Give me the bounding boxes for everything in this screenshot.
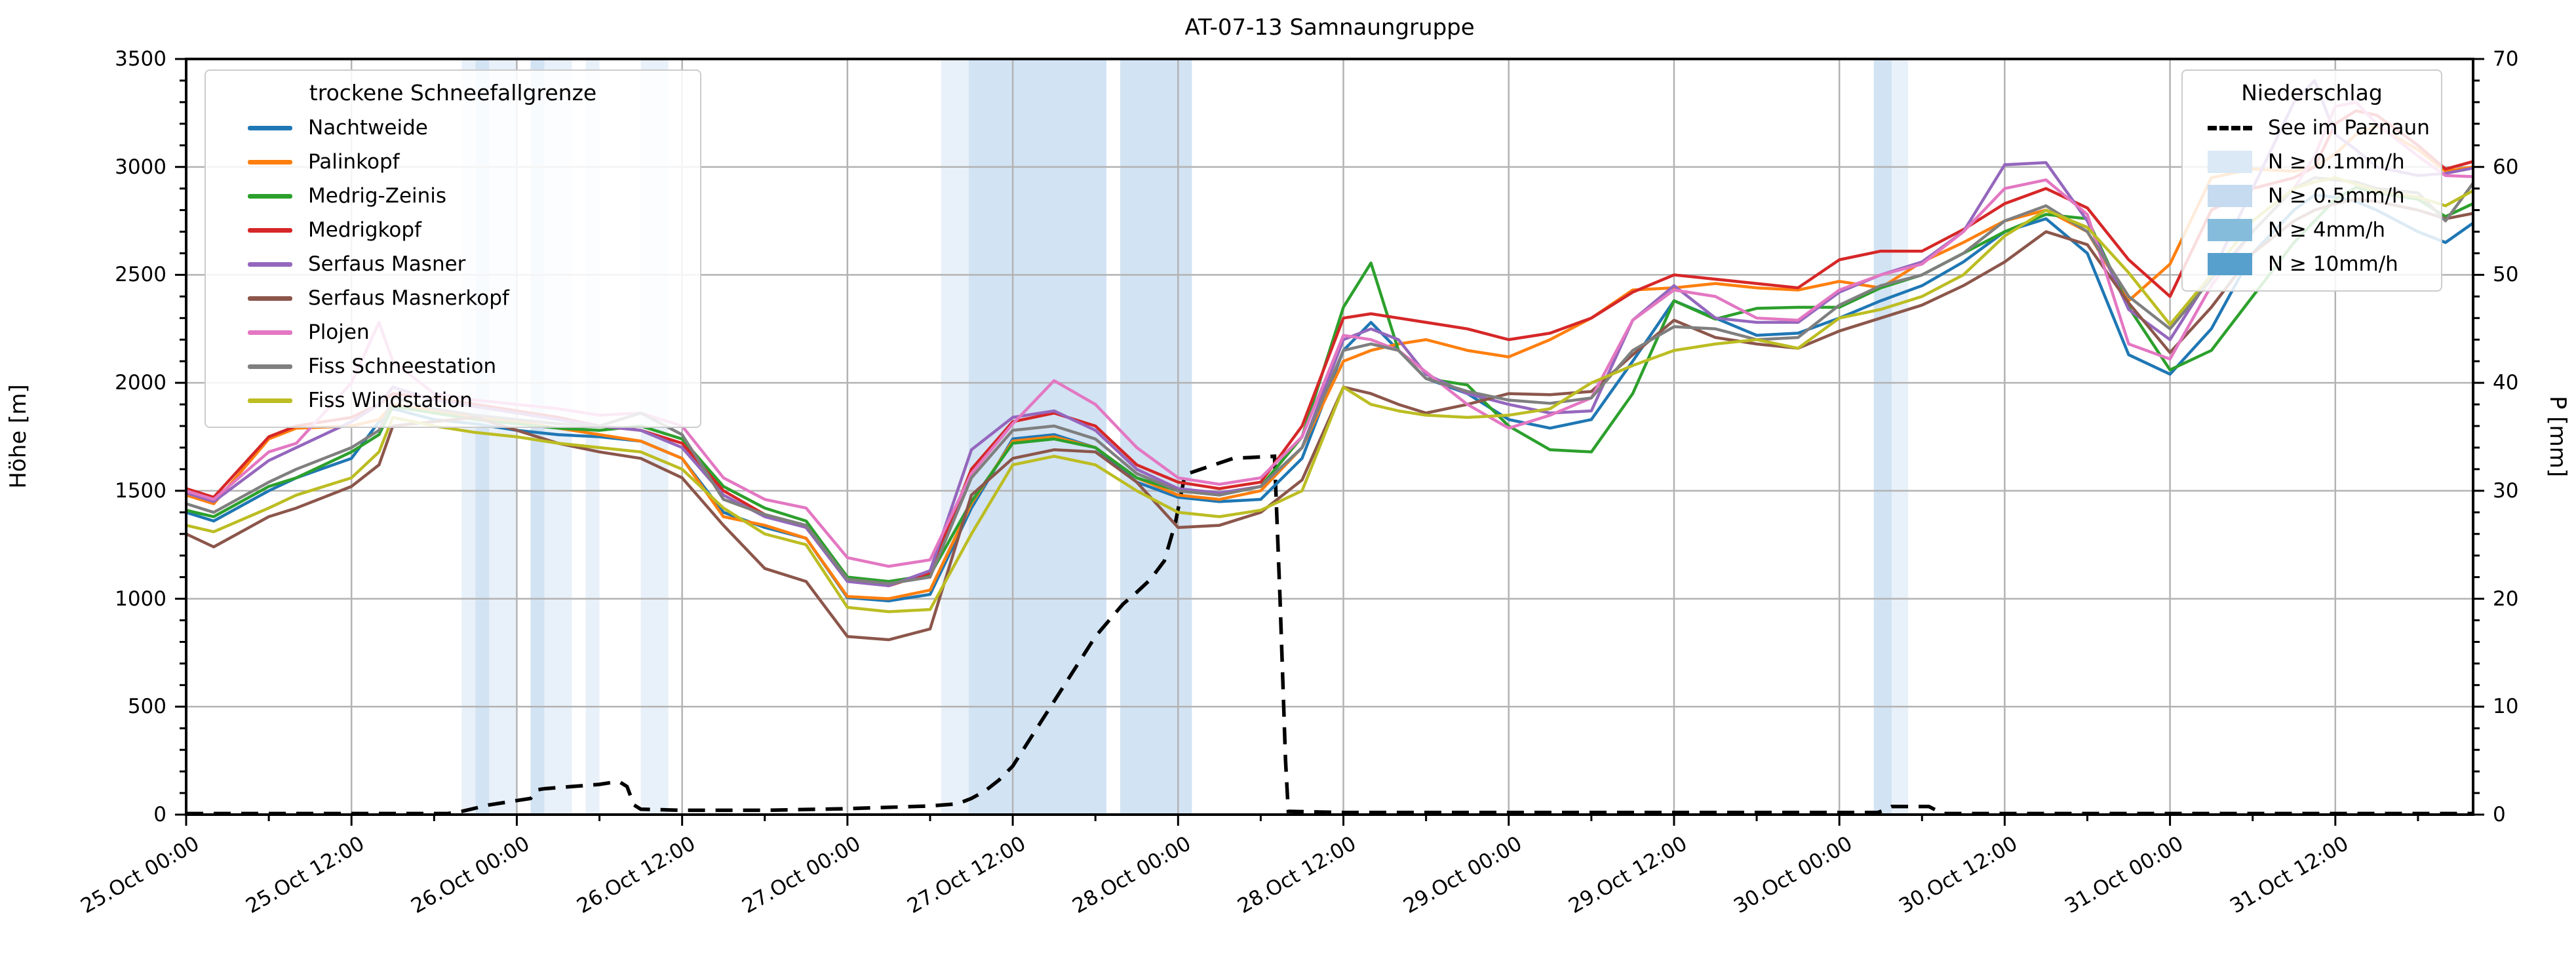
legend-item-serfaus-masnerkopf: Serfaus Masnerkopf	[223, 281, 683, 315]
legend-item-palinkopf: Palinkopf	[223, 145, 683, 179]
legend-item-n01: N ≥ 0.1mm/h	[2200, 145, 2424, 179]
legend-item-label: Nachtweide	[308, 116, 428, 140]
y-left-tick-label: 3500	[115, 47, 166, 71]
line-swatch-icon	[248, 261, 292, 267]
y-right-tick-label: 70	[2493, 47, 2519, 71]
y-left-tick-label: 0	[153, 803, 166, 826]
precip-patch-icon	[2208, 253, 2252, 275]
chart-title: AT-07-13 Samnaungruppe	[1184, 14, 1475, 41]
line-swatch-icon	[248, 364, 292, 369]
legend-item-label: Medrigkopf	[308, 218, 421, 242]
y-right-tick-label: 0	[2493, 803, 2506, 826]
precip-band	[1892, 59, 1909, 815]
legend-item-label: Serfaus Masner	[308, 252, 466, 276]
legend-item-label: Fiss Schneestation	[308, 355, 497, 378]
series-nachtweide	[185, 193, 2474, 603]
legend-snowline-title: trockene Schneefallgrenze	[309, 80, 597, 106]
plot-spines	[185, 58, 2474, 816]
y-left-tick-label: 1000	[115, 587, 166, 611]
precip-band	[1120, 59, 1192, 815]
dashed-line-swatch-icon	[2208, 125, 2252, 130]
legend-item-fiss-windstation: Fiss Windstation	[223, 383, 683, 417]
y-right-tick-label: 30	[2493, 478, 2519, 503]
legend-item-label: Fiss Windstation	[308, 389, 473, 412]
y-right-tick-label: 40	[2493, 371, 2519, 395]
legend-item-label: Plojen	[308, 320, 370, 344]
series-fiss-windstation	[185, 176, 2474, 613]
y-left-tick-label: 2500	[115, 263, 166, 287]
legend-precip: Niederschlag See im Paznaun N ≥ 0.1mm/h …	[2181, 69, 2442, 292]
precip-band	[941, 59, 969, 815]
legend-item-n10: N ≥ 10mm/h	[2200, 247, 2424, 281]
line-swatch-icon	[248, 125, 292, 130]
series-medrig-zeinis	[185, 185, 2474, 583]
line-swatch-icon	[248, 398, 292, 403]
y-right-tick-label: 60	[2493, 155, 2519, 179]
y-left-tick-label: 3000	[115, 155, 166, 179]
line-swatch-icon	[248, 296, 292, 301]
line-swatch-icon	[248, 159, 292, 164]
y-axis-label-right: P [mm]	[2545, 395, 2571, 478]
legend-item-label: N ≥ 0.5mm/h	[2268, 184, 2405, 208]
line-swatch-icon	[248, 193, 292, 199]
legend-item-medrig-zeinis: Medrig-Zeinis	[223, 179, 683, 213]
series-see-im-paznaun	[186, 454, 2473, 816]
precip-patch-icon	[2208, 219, 2252, 241]
legend-item-label: See im Paznaun	[2268, 116, 2430, 140]
legend-item-n4: N ≥ 4mm/h	[2200, 213, 2424, 247]
line-swatch-icon	[248, 330, 292, 335]
y-right-tick-label: 10	[2493, 695, 2519, 719]
y-axis-label-left: Höhe [m]	[5, 384, 31, 489]
legend-item-label: N ≥ 4mm/h	[2268, 218, 2386, 242]
precip-patch-icon	[2208, 185, 2252, 207]
legend-snowline: trockene Schneefallgrenze Nachtweide Pal…	[205, 69, 701, 428]
y-left-tick-label: 1500	[115, 478, 166, 503]
legend-item-n05: N ≥ 0.5mm/h	[2200, 179, 2424, 213]
legend-item-fiss-schneestation: Fiss Schneestation	[223, 349, 683, 383]
y-right-tick-label: 50	[2493, 263, 2519, 287]
legend-item-serfaus-masner: Serfaus Masner	[223, 247, 683, 281]
legend-item-nachtweide: Nachtweide	[223, 111, 683, 145]
y-right-tick-label: 20	[2493, 587, 2519, 611]
legend-item-see-im-paznaun: See im Paznaun	[2200, 111, 2430, 145]
legend-item-label: N ≥ 0.1mm/h	[2268, 150, 2405, 174]
legend-item-medrigkopf: Medrigkopf	[223, 213, 683, 247]
y-left-tick-label: 2000	[115, 371, 166, 395]
legend-item-label: N ≥ 10mm/h	[2268, 252, 2398, 276]
legend-item-label: Medrig-Zeinis	[308, 184, 447, 208]
legend-precip-title: Niederschlag	[2241, 80, 2383, 106]
legend-item-plojen: Plojen	[223, 315, 683, 349]
legend-item-label: Serfaus Masnerkopf	[308, 286, 509, 310]
y-left-tick-label: 500	[127, 695, 166, 719]
line-swatch-icon	[248, 227, 292, 233]
legend-item-label: Palinkopf	[308, 150, 400, 174]
precip-patch-icon	[2208, 151, 2252, 173]
precip-band	[1873, 59, 1892, 815]
